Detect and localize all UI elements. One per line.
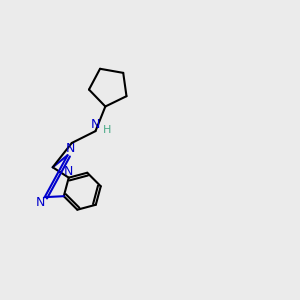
Text: N: N <box>64 165 74 178</box>
Text: H: H <box>103 124 111 135</box>
Text: N: N <box>35 196 45 209</box>
Text: N: N <box>65 142 75 155</box>
Text: N: N <box>91 118 100 131</box>
